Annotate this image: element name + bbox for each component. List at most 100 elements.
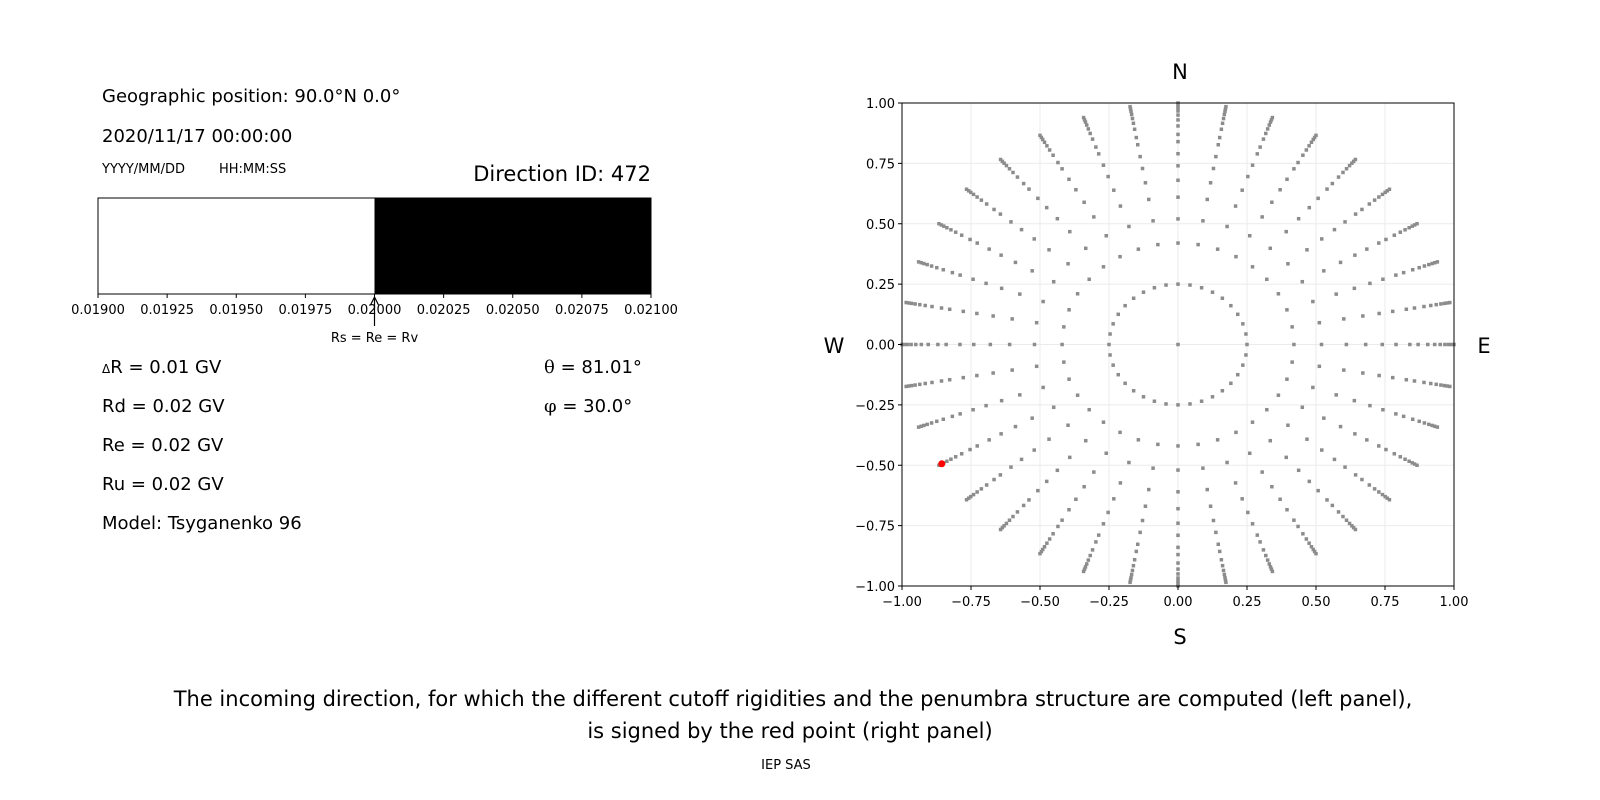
- direction-point: [1176, 164, 1180, 168]
- direction-point: [939, 306, 944, 310]
- direction-point: [1084, 562, 1089, 566]
- y-tick-label: −0.75: [855, 520, 895, 535]
- direction-point: [1330, 503, 1335, 508]
- direction-point: [1352, 398, 1357, 403]
- direction-point: [1353, 527, 1358, 532]
- direction-point: [1343, 465, 1347, 469]
- direction-point: [1286, 423, 1290, 427]
- direction-point: [903, 342, 907, 347]
- direction-point: [1002, 161, 1006, 165]
- direction-point: [1111, 363, 1115, 367]
- direction-point: [1123, 381, 1127, 386]
- x-tick-label: −1.00: [882, 595, 922, 610]
- direction-point: [919, 342, 924, 347]
- direction-point: [1258, 145, 1262, 149]
- direction-point: [987, 247, 991, 251]
- direction-point: [1196, 242, 1200, 247]
- direction-point: [949, 457, 953, 461]
- direction-point: [1439, 383, 1443, 387]
- direction-point: [1224, 580, 1228, 585]
- direction-point: [1081, 115, 1086, 120]
- direction-point: [991, 371, 995, 375]
- direction-point: [1152, 286, 1157, 290]
- direction-point: [1217, 135, 1222, 140]
- direction-point: [1083, 565, 1088, 569]
- direction-point: [1092, 470, 1096, 474]
- direction-point: [907, 384, 911, 388]
- direction-point: [950, 414, 955, 419]
- direction-point: [958, 273, 962, 277]
- direction-point: [1039, 135, 1044, 140]
- direction-point: [1129, 112, 1134, 117]
- direction-point: [1341, 514, 1345, 519]
- direction-point: [1234, 254, 1238, 259]
- direction-point: [958, 412, 962, 416]
- direction-point: [1338, 424, 1343, 429]
- direction-point: [1398, 455, 1403, 459]
- direction-point: [942, 224, 946, 228]
- direction-point: [909, 342, 913, 347]
- y-tick-label: 0.75: [866, 157, 895, 172]
- direction-point: [999, 253, 1003, 257]
- direction-point: [945, 459, 949, 464]
- direction-point: [1304, 537, 1309, 541]
- direction-point: [1250, 420, 1255, 424]
- direction-point: [1107, 342, 1111, 347]
- direction-point: [1088, 131, 1092, 136]
- direction-point: [1229, 303, 1233, 308]
- direction-point: [914, 342, 918, 347]
- direction-point: [1176, 403, 1180, 407]
- direction-point: [984, 281, 988, 286]
- direction-point: [1038, 133, 1042, 138]
- direction-point: [1415, 222, 1419, 226]
- direction-point: [1448, 300, 1452, 305]
- direction-point: [1176, 113, 1180, 117]
- direction-point: [1269, 118, 1274, 122]
- direction-point: [1143, 181, 1148, 185]
- direction-point: [1128, 107, 1133, 111]
- direction-point: [1132, 127, 1137, 132]
- direction-point: [1422, 304, 1426, 309]
- rd-value: Rd = 0.02 GV: [102, 396, 225, 417]
- direction-point: [961, 375, 966, 380]
- direction-point: [968, 237, 972, 242]
- direction-point: [971, 408, 975, 412]
- direction-point: [1045, 541, 1049, 545]
- direction-point: [1350, 161, 1354, 165]
- delta-r-value: R = 0.01 GV: [110, 357, 222, 378]
- direction-point: [1268, 246, 1273, 251]
- direction-point: [1221, 568, 1226, 573]
- direction-point: [1087, 407, 1091, 412]
- direction-point: [1176, 139, 1180, 144]
- direction-point: [1229, 381, 1233, 386]
- direction-point: [1009, 465, 1013, 469]
- direction-point: [1176, 576, 1180, 580]
- direction-point: [953, 455, 958, 459]
- direction-point: [1301, 153, 1305, 157]
- direction-point: [1417, 265, 1421, 270]
- direction-point: [1141, 395, 1146, 399]
- x-tick-label: 0.02050: [486, 303, 540, 318]
- direction-point: [1127, 224, 1131, 229]
- direction-point: [1138, 530, 1142, 535]
- x-tick-label: 0.02075: [555, 303, 609, 318]
- direction-point: [929, 421, 934, 425]
- direction-point: [979, 487, 984, 491]
- direction-point: [1066, 423, 1070, 427]
- direction-point: [909, 383, 914, 388]
- direction-point: [1368, 403, 1372, 408]
- x-tick-label: 0.01975: [278, 303, 332, 318]
- direction-point: [1392, 452, 1397, 456]
- direction-point: [1140, 166, 1145, 171]
- direction-point: [1415, 463, 1419, 467]
- direction-point: [1311, 137, 1315, 142]
- direction-point: [1104, 451, 1108, 456]
- direction-point: [1176, 195, 1180, 199]
- direction-point: [1352, 286, 1357, 291]
- direction-point: [1147, 487, 1151, 492]
- direction-point: [1372, 198, 1377, 202]
- direction-point: [998, 473, 1003, 477]
- direction-point: [1422, 380, 1426, 385]
- direction-point: [1246, 174, 1250, 179]
- direction-point: [1426, 342, 1430, 347]
